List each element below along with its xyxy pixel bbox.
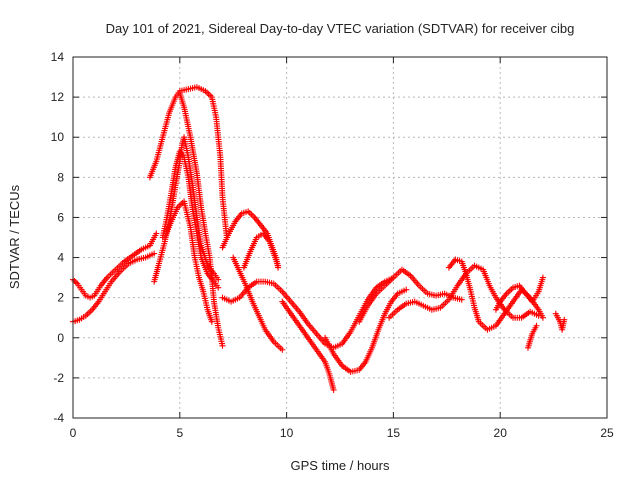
data-point xyxy=(71,277,78,284)
data-point xyxy=(539,274,546,281)
data-point xyxy=(215,284,222,291)
y-tick-label: -4 xyxy=(53,411,64,425)
x-tick-label: 5 xyxy=(176,426,183,440)
data-point xyxy=(72,279,79,286)
data-point xyxy=(151,250,158,257)
data-point xyxy=(215,276,222,283)
series-track-12 xyxy=(279,298,337,393)
y-tick-label: 14 xyxy=(51,50,65,64)
x-tick-label: 15 xyxy=(387,426,401,440)
tick-marks xyxy=(72,56,608,419)
data-point xyxy=(153,230,160,237)
y-tick-label: 12 xyxy=(51,90,65,104)
data-point xyxy=(208,318,215,325)
plot-frame xyxy=(72,56,608,419)
data-point xyxy=(330,386,337,393)
y-tick-labels: -4 -2 0 2 4 6 8 10 12 14 xyxy=(51,50,65,425)
x-tick-label: 10 xyxy=(280,426,294,440)
series-track-11 xyxy=(240,230,282,271)
y-tick-label: 4 xyxy=(57,251,64,265)
data-point xyxy=(219,342,226,349)
series-track-13 xyxy=(322,286,410,375)
data-point xyxy=(561,316,568,323)
y-tick-label: 2 xyxy=(57,291,64,305)
y-tick-label: 0 xyxy=(57,331,64,345)
series-track-19 xyxy=(552,310,568,333)
series-track-15 xyxy=(386,262,542,321)
series-track-17 xyxy=(492,274,546,313)
y-tick-label: 6 xyxy=(57,210,64,224)
x-axis-label: GPS time / hours xyxy=(291,458,390,473)
x-tick-label: 25 xyxy=(600,426,614,440)
series-track-7 xyxy=(161,198,215,325)
x-tick-label: 20 xyxy=(494,426,508,440)
y-tick-label: -2 xyxy=(53,371,64,385)
data-point xyxy=(275,262,282,269)
series-track-14 xyxy=(356,266,465,325)
series-track-18 xyxy=(524,322,540,351)
series-track-6 xyxy=(176,90,226,349)
x-tick-labels: 0 5 10 15 20 25 xyxy=(70,426,614,440)
data-point xyxy=(403,286,410,293)
series-track-10 xyxy=(230,254,286,353)
y-axis-label: SDTVAR / TECUs xyxy=(7,184,22,289)
data-point xyxy=(279,346,286,353)
y-tick-label: 8 xyxy=(57,170,64,184)
data-layer xyxy=(70,84,568,393)
grid xyxy=(73,57,607,418)
x-tick-label: 0 xyxy=(70,426,77,440)
data-point xyxy=(458,296,465,303)
y-tick-label: 10 xyxy=(51,130,65,144)
chart-title: Day 101 of 2021, Sidereal Day-to-day VTE… xyxy=(106,21,575,36)
data-point xyxy=(533,322,540,329)
data-point xyxy=(539,314,546,321)
